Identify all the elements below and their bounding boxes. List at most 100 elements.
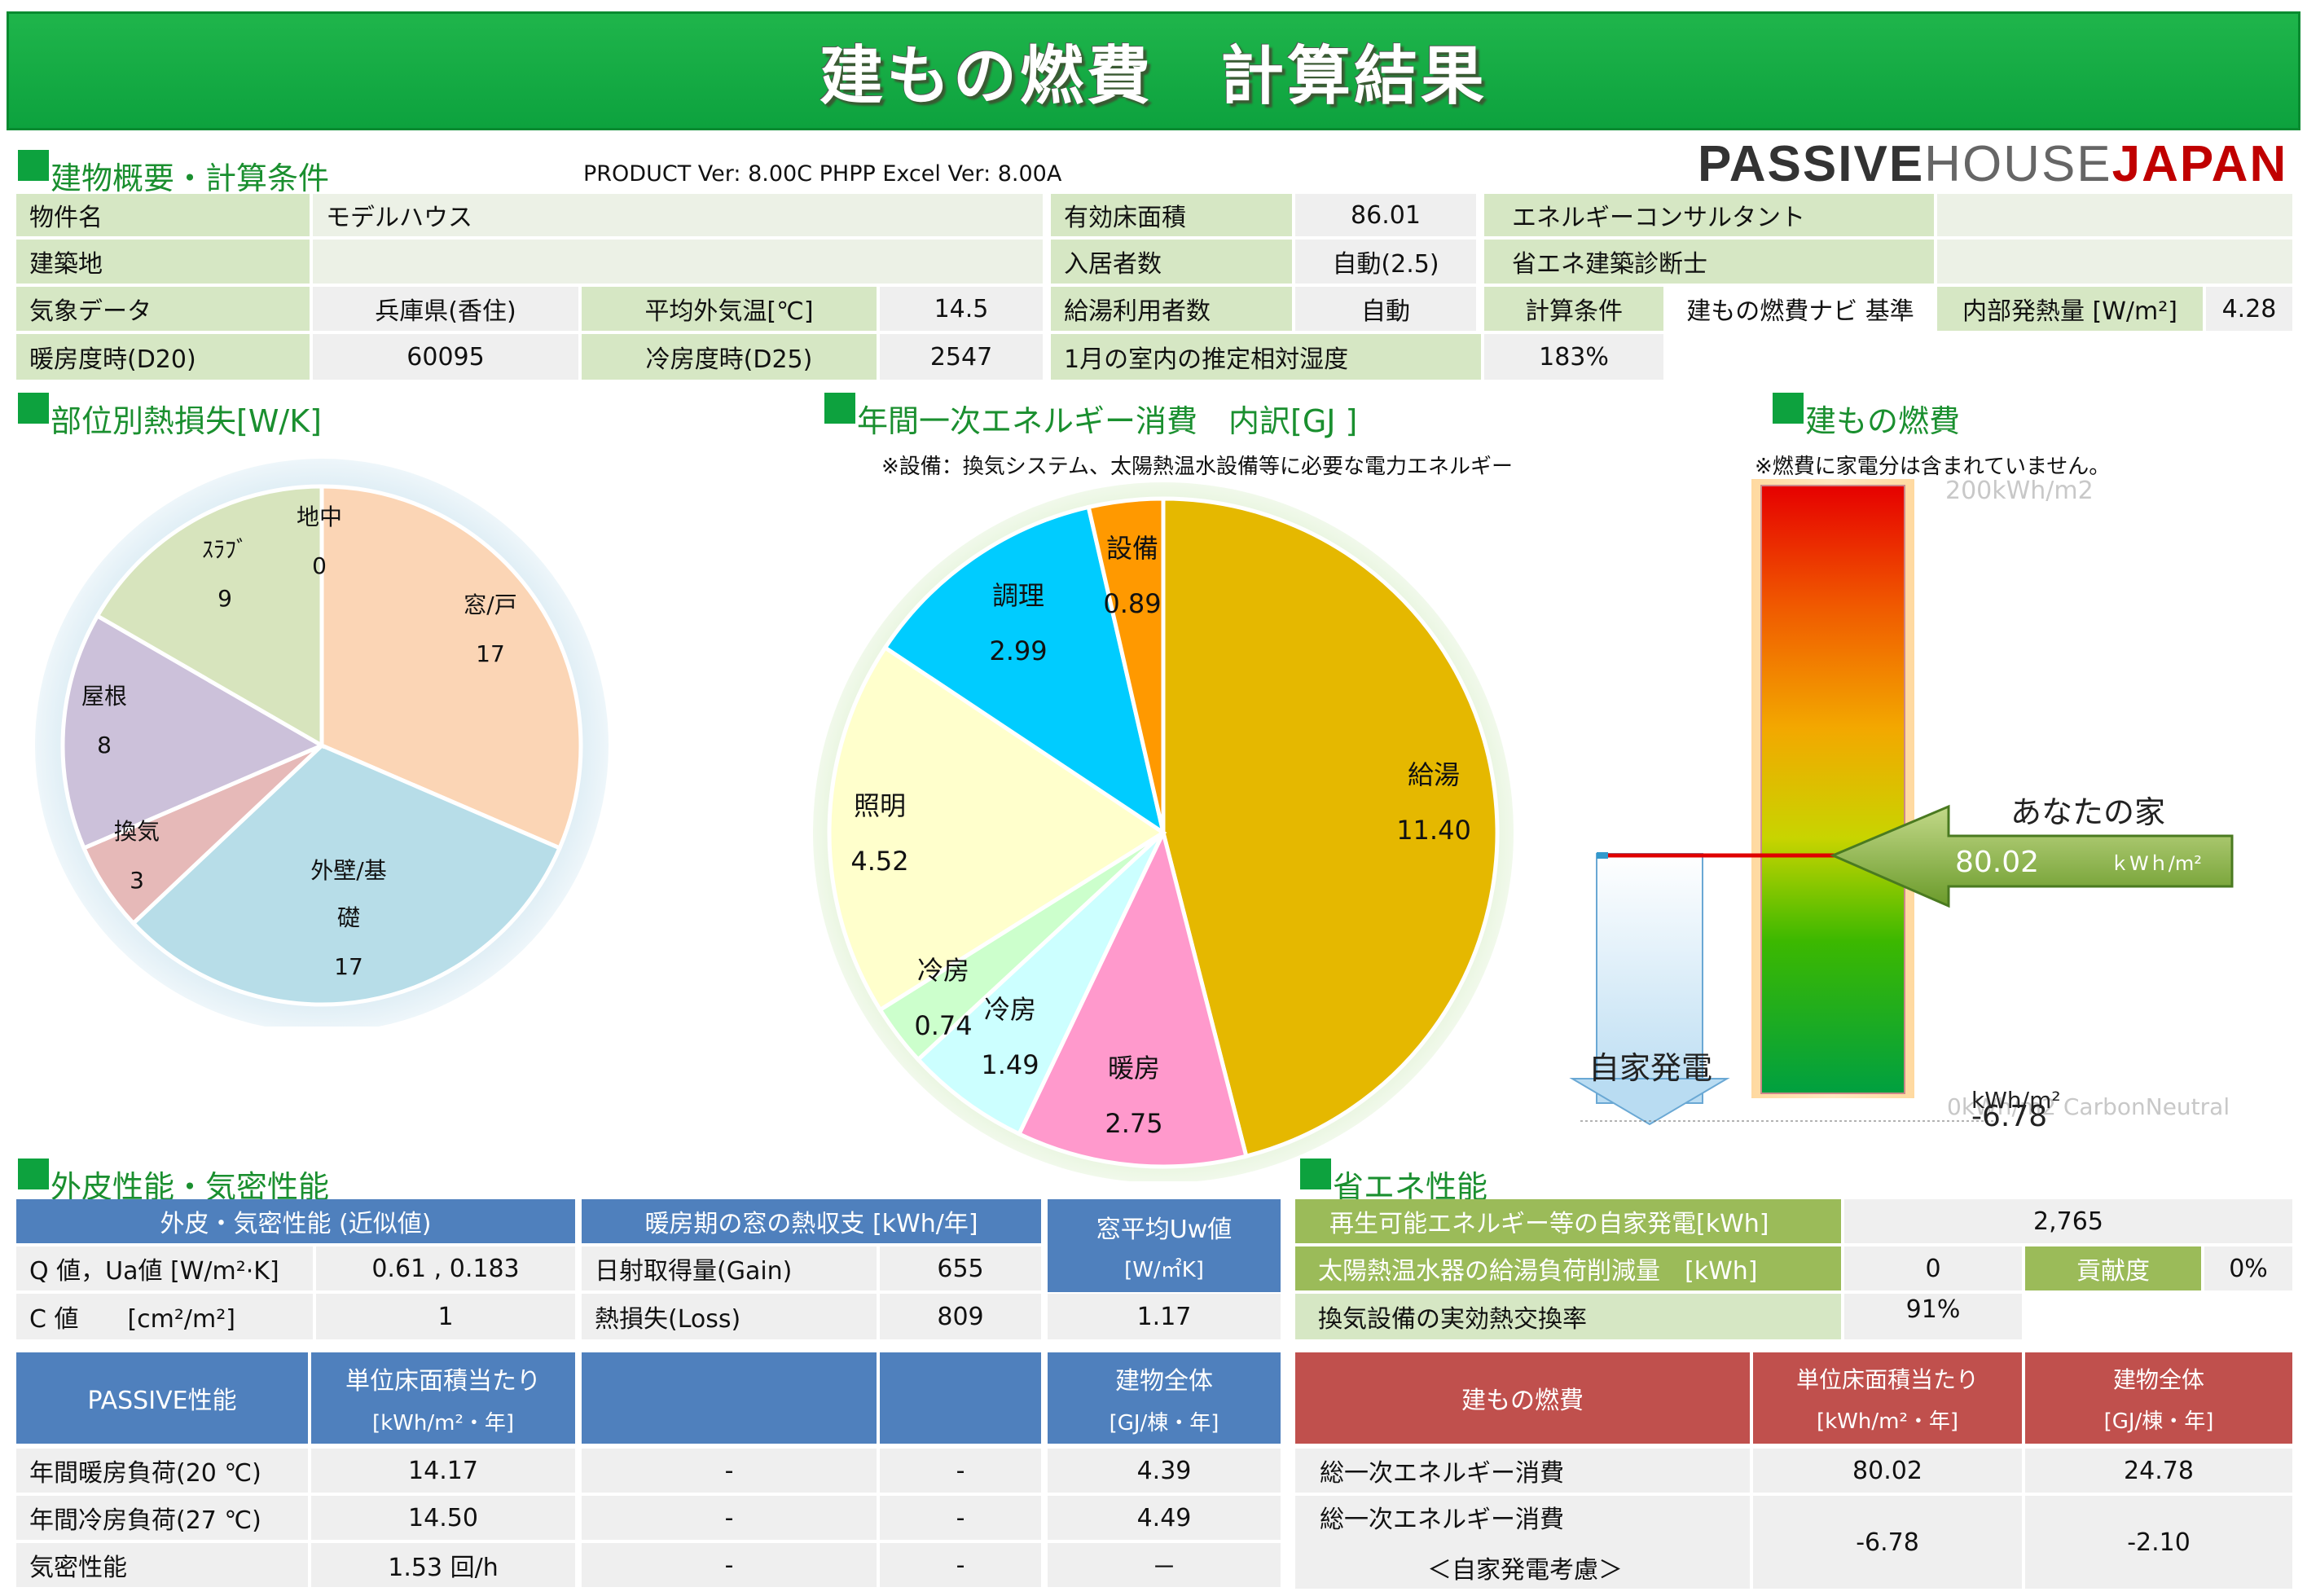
- diagnostician-label: 省エネ建築診断士: [1484, 240, 1934, 284]
- calc-cond-label: 計算条件: [1484, 287, 1663, 331]
- heat-loss-slice-label: 礎: [337, 904, 360, 931]
- passive-row-label: 年間冷房負荷(27 ℃): [16, 1496, 308, 1540]
- section-marker-icon: [824, 393, 855, 424]
- humidity-value: 183%: [1484, 334, 1663, 380]
- fuel-row2-total: -2.10: [2025, 1496, 2292, 1589]
- gain-label: 日射取得量(Gain): [582, 1246, 877, 1290]
- fuel-table-header-area: 単位床面積当たり [kWh/m²・年]: [1753, 1352, 2022, 1444]
- scale-bottom-label: 0kWh/m2 CarbonNeutral: [1947, 1093, 2230, 1120]
- fuel-row2-area: -6.78: [1753, 1496, 2022, 1589]
- heat-loss-slice-value: 0: [312, 552, 327, 579]
- envelope-col1-header: 外皮・気密性能 (近似値): [16, 1199, 575, 1243]
- consultant-value: [1937, 194, 2292, 236]
- internal-gain-value: 4.28: [2206, 287, 2292, 331]
- energy-slice-value: 0.89: [1103, 588, 1161, 619]
- contrib-value: 0%: [2204, 1246, 2292, 1290]
- passive-header-title: PASSIVE性能: [16, 1352, 308, 1444]
- passive-row-area: 1.53 回/h: [311, 1543, 575, 1587]
- contrib-label: 貢献度: [2025, 1246, 2201, 1290]
- self-gen-marker: [1597, 852, 1608, 859]
- version-text: PRODUCT Ver: 8.00C PHPP Excel Ver: 8.00A: [583, 161, 1062, 187]
- section-marker-icon: [18, 1159, 49, 1189]
- energy-slice-label: 暖房: [1108, 1053, 1160, 1084]
- q-value: 0.61 , 0.183: [316, 1246, 575, 1290]
- heat-loss-slice: [130, 743, 563, 1007]
- self-gen-arrow-icon: [1569, 1078, 1730, 1126]
- heat-loss-slice-label: 外壁/基: [310, 857, 386, 884]
- uw-value: 1.17: [1048, 1294, 1281, 1339]
- energy-slice-value: 11.40: [1396, 815, 1471, 846]
- heat-loss-slice-label: ｽﾗﾌﾞ: [202, 536, 248, 563]
- renew-label: 再生可能エネルギー等の自家発電[kWh]: [1295, 1199, 1841, 1243]
- fuel-table-header-title: 建もの燃費: [1295, 1352, 1750, 1444]
- weather-label: 気象データ: [16, 287, 310, 331]
- energy-slice-label: 調理: [992, 580, 1044, 611]
- passive-row-total: －: [1048, 1543, 1281, 1587]
- site-label: 建築地: [16, 240, 310, 284]
- weather-value: 兵庫県(香住): [313, 287, 578, 331]
- heat-loss-pie-chart: 窓/戸 17 外壁/基礎 17 換気 3 屋根 8 ｽﾗﾌﾞ 9 地中 0: [35, 459, 609, 1027]
- energy-slice-label: 設備: [1106, 533, 1158, 564]
- heat-loss-slice: [319, 484, 583, 851]
- envelope-col2-header: 暖房期の窓の熱収支 [kWh/年]: [582, 1199, 1041, 1243]
- section-marker-icon: [18, 150, 49, 181]
- energy-slice-label: 給湯: [1408, 759, 1460, 790]
- passive-row-c3: -: [582, 1496, 877, 1540]
- vent-value: 91%: [1844, 1294, 2022, 1339]
- renew-value: 2,765: [1844, 1199, 2292, 1243]
- section-marker-icon: [1773, 393, 1804, 424]
- heat-loss-slice: [94, 484, 324, 750]
- passive-row-c3: -: [582, 1449, 877, 1493]
- calc-cond-value: 建もの燃費ナビ 基準: [1686, 297, 1914, 326]
- c-value: 1: [316, 1294, 575, 1339]
- hotwater-users-value: 自動: [1295, 287, 1476, 331]
- passive-header-blank-1: [582, 1352, 877, 1444]
- energy-slice-value: 2.99: [989, 635, 1047, 666]
- floor-area-label: 有効床面積: [1051, 194, 1292, 236]
- heat-loss-slice: [60, 613, 327, 851]
- fuel-gauge: 200kWh/m2 0kWh/m2 CarbonNeutral あなたの家 80…: [1569, 477, 2234, 1133]
- your-home-arrow-icon: [1830, 804, 2234, 908]
- energy-pie-chart: 給湯 11.40 暖房 2.75 冷房 1.49 冷房 0.74 照明 4.52 調理 2.99 設備 0…: [813, 482, 1514, 1181]
- self-gen-bar: [1596, 853, 1703, 1104]
- cdd-label: 冷房度時(D25): [582, 334, 877, 380]
- energy-slice-label: 照明: [854, 790, 906, 821]
- energy-slice-value: 0.74: [914, 1010, 972, 1041]
- passive-header-blank-2: [880, 1352, 1041, 1444]
- floor-area-value: 86.01: [1295, 194, 1476, 236]
- property-label: 物件名: [16, 194, 310, 236]
- energy-heading: 年間一次エネルギー消費 内訳[GJ ]: [824, 393, 1357, 441]
- energy-slice: [827, 644, 1167, 1013]
- self-gen-label: 自家発電: [1589, 1050, 1712, 1086]
- passive-row-c4: -: [880, 1496, 1041, 1540]
- gain-value: 655: [880, 1246, 1041, 1290]
- energy-slice: [1016, 826, 1249, 1169]
- section-marker-icon: [18, 393, 49, 424]
- fuel-row1-total: 24.78: [2025, 1449, 2292, 1493]
- hotwater-users-label: 給湯利用者数: [1051, 287, 1292, 331]
- avg-temp-label: 平均外気温[℃]: [582, 287, 877, 331]
- internal-gain-label: 内部発熱量 [W/m²]: [1937, 287, 2203, 331]
- fuel-row1-area: 80.02: [1753, 1449, 2022, 1493]
- your-home-unit: ｋWｈ/m²: [2110, 852, 2202, 875]
- loss-label: 熱損失(Loss): [582, 1294, 877, 1339]
- energy-slice: [1161, 496, 1500, 1159]
- self-gen-value: -6.78: [1971, 1100, 2047, 1133]
- occupants-value: 自動(2.5): [1295, 240, 1476, 284]
- fuel-row2-label: 総一次エネルギー消費 ＜自家発電考慮＞: [1295, 1496, 1750, 1589]
- energy-slice-value: 2.75: [1105, 1108, 1162, 1139]
- heat-loss-slice-value: 17: [476, 640, 505, 667]
- passive-row-c4: -: [880, 1543, 1041, 1587]
- hdd-label: 暖房度時(D20): [16, 334, 310, 380]
- energy-slice: [915, 831, 1166, 1137]
- solar-label: 太陽熱温水器の給湯負荷削減量 [kWh]: [1295, 1246, 1841, 1290]
- passive-row-area: 14.50: [311, 1496, 575, 1540]
- property-value: モデルハウス: [313, 194, 1043, 236]
- title-banner: 建もの燃費 計算結果: [7, 11, 2300, 130]
- fuel-row1-label: 総一次エネルギー消費: [1295, 1449, 1750, 1493]
- passive-row-label: 年間暖房負荷(20 ℃): [16, 1449, 308, 1493]
- energy-slice-value: 1.49: [981, 1049, 1039, 1080]
- occupants-label: 入居者数: [1051, 240, 1292, 284]
- envelope-heading: 外皮性能・気密性能: [18, 1159, 329, 1207]
- humidity-label: 1月の室内の推定相対湿度: [1051, 334, 1481, 380]
